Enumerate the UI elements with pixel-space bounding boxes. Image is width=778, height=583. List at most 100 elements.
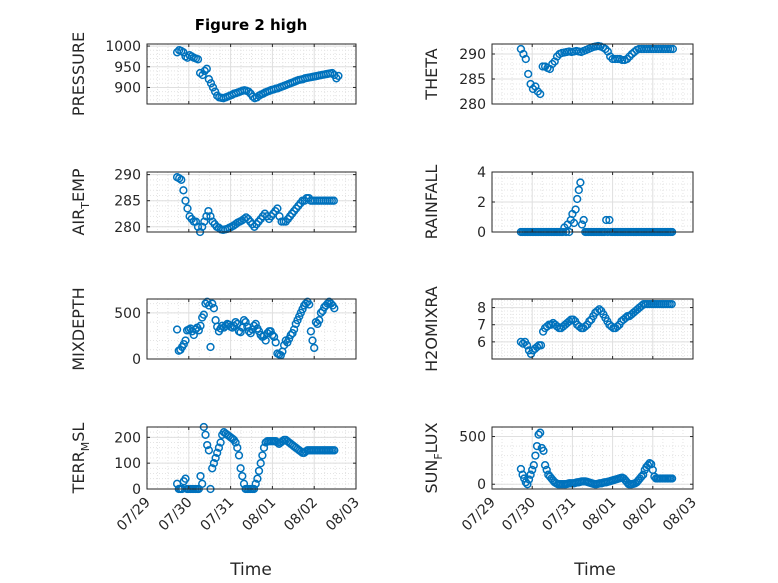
data-point <box>618 55 627 65</box>
data-point <box>523 480 532 489</box>
data-point <box>539 446 548 455</box>
data-point <box>542 322 552 331</box>
y-axis-label: MIXDEPTH <box>69 287 88 370</box>
data-point <box>524 475 534 484</box>
data-point <box>538 62 547 71</box>
data-point <box>181 474 190 483</box>
data-point <box>269 332 279 341</box>
y-tick-label: 285 <box>459 72 486 88</box>
y-axis-label: THETA <box>422 48 441 100</box>
data-point <box>637 472 646 481</box>
data-point <box>289 325 299 334</box>
data-point <box>528 465 537 475</box>
y-tick-label: 0 <box>132 352 141 368</box>
x-tick-label: 07/31 <box>539 495 579 535</box>
axis-box <box>491 426 694 490</box>
data-point <box>202 212 211 221</box>
subplot-theta: 280 285 290 THETA <box>422 41 694 113</box>
data-point <box>334 71 343 81</box>
data-point <box>216 438 225 447</box>
data-point <box>524 69 533 79</box>
data-point <box>593 306 602 316</box>
data-point <box>238 471 247 481</box>
x-tick-label: 07/30 <box>499 495 539 535</box>
data-point <box>204 446 214 455</box>
data-point <box>193 55 203 64</box>
subplot-rainfall: 0 2 4 RAINFALL <box>422 165 694 241</box>
data-point <box>181 196 190 205</box>
subplot-airtemp: 280 285 290 AIRTEMP <box>69 168 357 237</box>
data-point <box>179 186 188 195</box>
data-point <box>569 315 578 324</box>
data-point <box>241 213 251 222</box>
data-point <box>202 64 211 73</box>
data-point <box>241 317 250 327</box>
data-point <box>526 470 535 479</box>
y-tick-label: 100 <box>114 456 141 472</box>
data-point <box>668 44 678 54</box>
x-tick-label: 07/31 <box>198 495 238 535</box>
subplot-mixdepth: 0 500 MIXDEPTH <box>69 287 357 371</box>
data-point <box>329 196 338 205</box>
data-point <box>330 304 339 313</box>
y-tick-label: 290 <box>114 168 141 184</box>
data-point <box>536 89 545 99</box>
x-tick-label: 08/02 <box>620 495 660 535</box>
data-point <box>663 44 673 54</box>
y-tick-label: 285 <box>114 194 141 210</box>
data-point <box>330 446 339 455</box>
data-point <box>211 453 220 463</box>
data-point <box>198 479 207 488</box>
y-tick-label: 0 <box>477 225 486 241</box>
x-tick-label: 08/01 <box>239 495 279 535</box>
data-point <box>569 218 579 228</box>
data-point <box>310 343 319 353</box>
data-point <box>533 87 542 96</box>
data-point <box>256 459 265 468</box>
data-point <box>323 299 332 308</box>
y-tick-label: 8 <box>477 301 486 317</box>
y-axis-label: SUNFLUX <box>422 422 445 493</box>
data-point <box>204 206 213 216</box>
y-tick-label: 6 <box>477 335 486 351</box>
data-point <box>213 448 222 457</box>
data-point <box>602 215 611 225</box>
subplot-terrmsl: 0 100 200 07/29 07/30 07/31 08/01 08/02 08/03 TER… <box>69 423 363 535</box>
data-point <box>198 70 207 80</box>
data-point <box>251 479 260 488</box>
y-tick-label: 500 <box>114 306 141 322</box>
y-axis-label: PRESSURE <box>69 32 88 116</box>
y-tick-label: 0 <box>477 477 486 493</box>
data-point <box>206 79 216 88</box>
y-tick-label: 0 <box>132 482 141 498</box>
x-tick-label: 08/03 <box>660 495 700 535</box>
data-point <box>534 430 543 439</box>
data-point <box>206 342 215 352</box>
x-tick-label: 07/29 <box>459 495 499 535</box>
data-point <box>273 204 282 213</box>
data-point <box>573 194 582 204</box>
data-point <box>315 316 324 325</box>
data-point <box>536 341 546 350</box>
data-point <box>585 317 594 326</box>
x-tick-label: 07/30 <box>156 495 196 535</box>
data-point <box>522 341 532 350</box>
x-axis-label-left: Time <box>229 560 272 580</box>
data-point <box>183 204 192 213</box>
data-point <box>601 44 610 54</box>
data-point <box>622 54 632 64</box>
data-point <box>234 451 244 460</box>
data-point <box>253 474 262 483</box>
axis-box <box>491 43 694 105</box>
x-axis-label-right: Time <box>573 560 616 580</box>
axis-box <box>146 171 357 233</box>
data-point <box>198 222 207 231</box>
data-point <box>301 299 310 308</box>
data-point <box>181 336 190 345</box>
data-point <box>236 464 245 473</box>
data-point <box>605 215 614 225</box>
data-point <box>306 327 316 336</box>
data-point <box>531 451 540 460</box>
y-axis-label: H2OMIXRA <box>422 286 441 372</box>
